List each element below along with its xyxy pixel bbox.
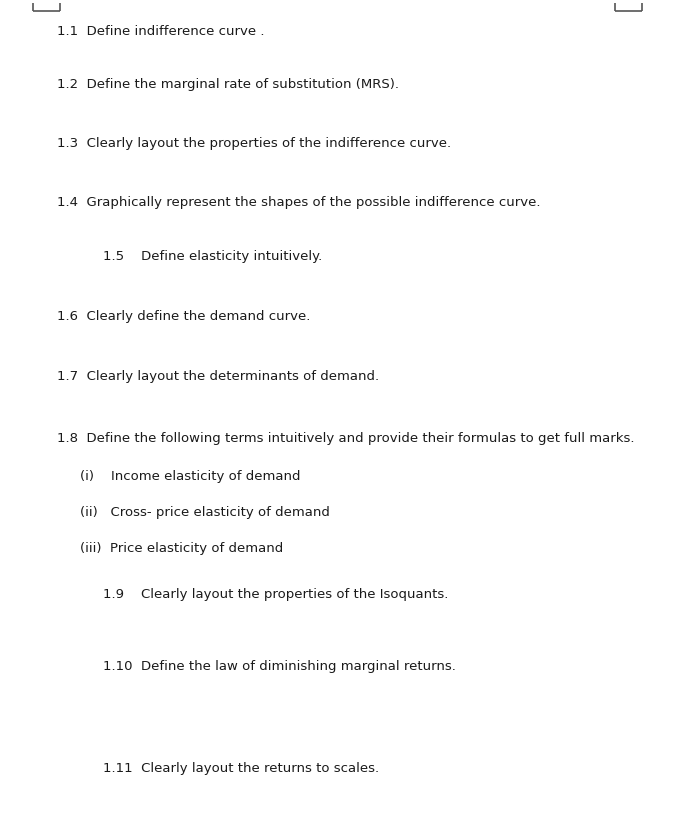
Text: 1.8  Define the following terms intuitively and provide their formulas to get fu: 1.8 Define the following terms intuitive… [57,432,634,445]
Text: 1.9    Clearly layout the properties of the Isoquants.: 1.9 Clearly layout the properties of the… [103,587,448,600]
Text: 1.4  Graphically represent the shapes of the possible indifference curve.: 1.4 Graphically represent the shapes of … [57,196,541,209]
Text: 1.1  Define indifference curve .: 1.1 Define indifference curve . [57,25,265,38]
Text: 1.2  Define the marginal rate of substitution (MRS).: 1.2 Define the marginal rate of substitu… [57,78,399,91]
Text: 1.6  Clearly define the demand curve.: 1.6 Clearly define the demand curve. [57,310,310,323]
Text: 1.7  Clearly layout the determinants of demand.: 1.7 Clearly layout the determinants of d… [57,369,379,382]
Text: 1.5    Define elasticity intuitively.: 1.5 Define elasticity intuitively. [103,250,322,263]
Text: (ii)   Cross- price elasticity of demand: (ii) Cross- price elasticity of demand [80,505,330,518]
Text: (i)    Income elasticity of demand: (i) Income elasticity of demand [80,469,300,482]
Text: (iii)  Price elasticity of demand: (iii) Price elasticity of demand [80,541,284,554]
Text: 1.3  Clearly layout the properties of the indifference curve.: 1.3 Clearly layout the properties of the… [57,137,451,150]
Text: 1.10  Define the law of diminishing marginal returns.: 1.10 Define the law of diminishing margi… [103,659,456,672]
Text: 1.11  Clearly layout the returns to scales.: 1.11 Clearly layout the returns to scale… [103,761,379,774]
